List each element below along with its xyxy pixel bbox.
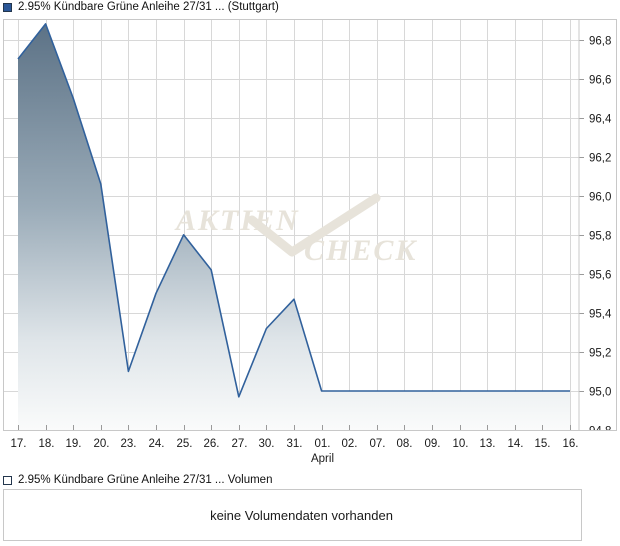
check-swoosh-icon [247, 193, 381, 257]
price-series-legend[interactable]: 2.95% Kündbare Grüne Anleihe 27/31 ... (… [3, 1, 279, 13]
price-chart-panel[interactable]: AKTIEN CHECK 96,8 96,6 96,4 96,2 96,0 95,8 95,… [3, 19, 617, 431]
x-axis-tick-label: 01. [314, 438, 331, 450]
x-axis-tick-label: 10. [452, 438, 469, 450]
x-axis-tick-label: 14. [507, 438, 524, 450]
x-axis-tick-label: 07. [369, 438, 386, 450]
y-axis-ticks [579, 40, 584, 392]
x-axis-tick-label: 08. [396, 438, 413, 450]
svg-text:94,8: 94,8 [589, 426, 611, 431]
x-axis-tick-label: 23. [120, 438, 137, 450]
x-axis-month-label: April [310, 453, 335, 465]
x-axis-tick-label: 31. [286, 438, 303, 450]
x-axis-tick-label: 27. [231, 438, 248, 450]
x-axis-tick-label: 15. [534, 438, 551, 450]
hollow-square-icon [3, 475, 12, 485]
svg-text:96,6: 96,6 [589, 75, 611, 87]
svg-text:95,8: 95,8 [589, 231, 611, 243]
x-axis-tick-label: 19. [65, 438, 82, 450]
price-area-fill [18, 23, 570, 430]
price-chart-svg: AKTIEN CHECK 96,8 96,6 96,4 96,2 96,0 95,8 95,… [4, 20, 616, 430]
price-series-label: 2.95% Kündbare Grüne Anleihe 27/31 ... (… [18, 1, 279, 13]
aktiencheck-watermark: AKTIEN CHECK [174, 193, 417, 267]
svg-text:CHECK: CHECK [304, 234, 417, 267]
x-axis-tick-label: 09. [424, 438, 441, 450]
x-axis-tick-label: 13. [479, 438, 496, 450]
x-axis-tick-label: 18. [38, 438, 55, 450]
x-axis-tick-label: 17. [10, 438, 27, 450]
x-axis-ticks [18, 425, 571, 430]
x-axis-tick-label: 16. [562, 438, 579, 450]
price-line [17, 23, 570, 398]
volume-empty-message: keine Volumendaten vorhanden [210, 507, 393, 523]
x-axis-tick-label: 25. [176, 438, 193, 450]
x-axis-tick-label: 20. [93, 438, 110, 450]
svg-text:96,4: 96,4 [589, 114, 612, 126]
x-axis-tick-label: 26. [203, 438, 220, 450]
svg-text:95,4: 95,4 [589, 309, 612, 321]
y-axis-labels: 96,8 96,6 96,4 96,2 96,0 95,8 95,6 95,4 95,2 95,0… [589, 36, 612, 431]
svg-text:95,2: 95,2 [589, 348, 611, 360]
x-axis-tick-label: 30. [258, 438, 275, 450]
volume-series-legend[interactable]: 2.95% Kündbare Grüne Anleihe 27/31 ... V… [3, 474, 272, 486]
svg-text:96,0: 96,0 [589, 192, 611, 204]
x-axis-tick-label: 24. [148, 438, 165, 450]
svg-text:95,6: 95,6 [589, 270, 611, 282]
svg-text:95,0: 95,0 [589, 387, 611, 399]
svg-text:96,2: 96,2 [589, 153, 611, 165]
x-axis-tick-label: 02. [341, 438, 358, 450]
filled-square-icon [3, 2, 12, 12]
volume-series-label: 2.95% Kündbare Grüne Anleihe 27/31 ... V… [18, 474, 273, 486]
svg-text:AKTIEN: AKTIEN [174, 204, 300, 237]
x-axis-label-row: 17. 18. 19. 20. 23. 24. 25. 26. 27. 30. 31. 01. Apri… [3, 432, 617, 472]
svg-text:96,8: 96,8 [589, 36, 611, 48]
volume-chart-panel[interactable]: keine Volumendaten vorhanden [3, 489, 582, 541]
